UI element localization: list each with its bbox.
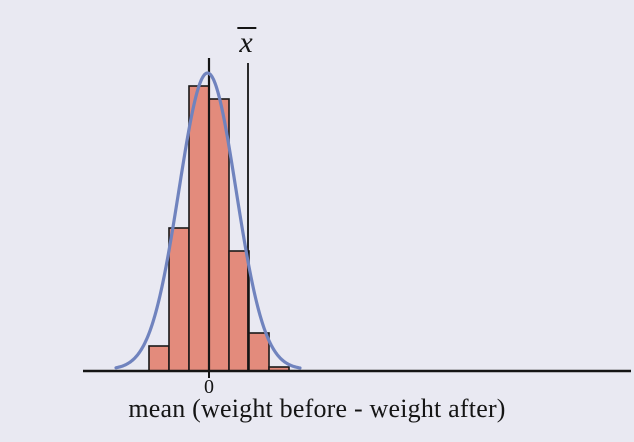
xbar-label: x (237, 26, 257, 60)
histogram-bar (148, 345, 170, 372)
normal-curve (114, 71, 302, 370)
xbar-symbol: x (237, 27, 257, 58)
histogram-bar (188, 85, 210, 372)
histogram-bar (228, 250, 250, 372)
histogram-bar (208, 98, 230, 372)
zero-tick-label: 0 (204, 376, 214, 398)
x-axis-label: mean (weight before - weight after) (128, 394, 506, 423)
histogram-bar (248, 332, 270, 372)
histogram-bar (168, 227, 190, 372)
